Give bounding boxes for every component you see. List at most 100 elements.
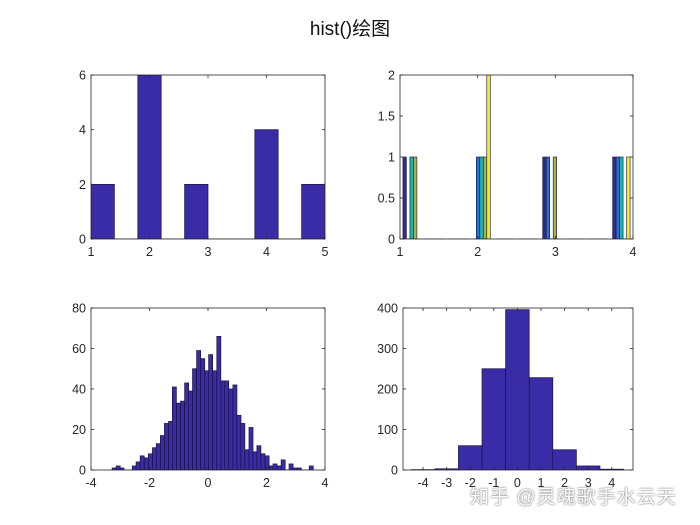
- x-tick-label: 3: [205, 245, 212, 259]
- x-tick-label: 2: [561, 476, 568, 490]
- y-tick-label: 0: [391, 464, 398, 478]
- bar: [244, 449, 250, 470]
- bar: [152, 447, 157, 470]
- bar: [276, 465, 282, 470]
- bar: [481, 368, 506, 470]
- bar: [196, 350, 202, 470]
- y-tick-label: 200: [377, 383, 398, 397]
- bar: [180, 400, 185, 470]
- y-tick-label: 6: [79, 69, 86, 83]
- y-tick-label: 2: [79, 178, 86, 192]
- subplot-bottom-right: -4 -3 -2 -1 0 1 2 3 4 0 100 200 300 400: [377, 302, 634, 490]
- bar: [288, 463, 294, 470]
- subplot-top-right: 1 2 3 4 0 0.5 1 1.5 2: [378, 69, 637, 260]
- bar: [119, 467, 125, 470]
- bar: [626, 156, 631, 239]
- bar: [228, 388, 234, 470]
- bar: [280, 459, 286, 470]
- bar: [268, 465, 274, 470]
- y-tick-label: 60: [72, 342, 86, 356]
- y-tick-label: 1: [388, 151, 395, 165]
- bar: [208, 354, 213, 470]
- bar: [204, 370, 210, 470]
- bar: [482, 156, 488, 239]
- x-tick-label: 5: [322, 245, 329, 259]
- y-tick-label: 40: [72, 383, 86, 397]
- bar: [254, 129, 279, 239]
- y-tick-label: 0.5: [378, 192, 395, 206]
- bar: [458, 445, 483, 470]
- bar: [160, 435, 165, 470]
- plot-area: [400, 75, 633, 239]
- y-tick-label: 2: [388, 69, 395, 83]
- subplot-top-left: 1 2 3 4 5 0 2 4 6: [79, 69, 328, 260]
- bar: [413, 156, 418, 239]
- bar: [619, 156, 624, 239]
- bar: [91, 183, 115, 239]
- bar: [176, 402, 181, 470]
- x-tick-label: 1: [397, 245, 404, 259]
- bar: [155, 443, 161, 470]
- x-tick-label: -1: [488, 476, 499, 490]
- y-tick-label: 1.5: [378, 110, 395, 124]
- x-tick-label: -2: [465, 476, 476, 490]
- bar: [164, 423, 169, 470]
- bar: [131, 465, 137, 470]
- bar: [545, 156, 551, 239]
- x-tick-label: 2: [146, 245, 153, 259]
- bar: [188, 390, 193, 470]
- bar: [137, 75, 162, 239]
- bar: [212, 370, 218, 470]
- bar: [252, 451, 258, 470]
- x-tick-label: 4: [608, 476, 615, 490]
- x-tick-label: 2: [263, 476, 270, 490]
- x-tick-label: 1: [88, 245, 95, 259]
- x-tick-label: -3: [441, 476, 452, 490]
- x-tick-label: 3: [585, 476, 592, 490]
- bar: [184, 183, 209, 239]
- bar: [184, 382, 190, 470]
- x-tick-label: 2: [474, 245, 481, 259]
- bars: [111, 336, 314, 470]
- bar: [505, 309, 530, 470]
- bar: [143, 457, 149, 470]
- figure-title: hist()绘图: [309, 19, 391, 40]
- y-tick-label: 4: [79, 123, 86, 137]
- bar: [528, 377, 554, 470]
- y-tick-label: 400: [377, 302, 398, 316]
- bar: [542, 156, 547, 239]
- y-tick-label: 80: [72, 302, 86, 316]
- bar: [139, 455, 145, 470]
- bar: [308, 465, 314, 470]
- bar: [135, 461, 141, 470]
- bar: [240, 423, 246, 470]
- bar: [260, 453, 266, 470]
- bar: [224, 380, 230, 470]
- x-tick-label: 1: [538, 476, 545, 490]
- x-tick-label: 4: [322, 476, 329, 490]
- bar: [272, 463, 278, 470]
- bar: [301, 183, 325, 239]
- y-tick-label: 20: [72, 423, 86, 437]
- bar: [615, 156, 620, 239]
- bar: [264, 455, 270, 470]
- y-tick-label: 0: [79, 464, 86, 478]
- bar: [168, 421, 173, 470]
- x-tick-label: 4: [263, 245, 270, 259]
- x-tick-label: -4: [417, 476, 428, 490]
- x-tick-label: -2: [144, 476, 155, 490]
- bar: [296, 467, 302, 470]
- y-tick-label: 0: [79, 233, 86, 247]
- bar: [115, 465, 121, 470]
- bar: [220, 380, 226, 470]
- bar: [200, 358, 206, 470]
- y-tick-label: 100: [377, 423, 398, 437]
- x-tick-label: -4: [85, 476, 96, 490]
- watermark: 知乎 @灵魂歌手水云天: [470, 487, 677, 508]
- bar: [172, 386, 177, 470]
- bar: [476, 156, 481, 239]
- bar: [479, 156, 484, 239]
- bar: [402, 156, 407, 239]
- bar: [216, 336, 222, 470]
